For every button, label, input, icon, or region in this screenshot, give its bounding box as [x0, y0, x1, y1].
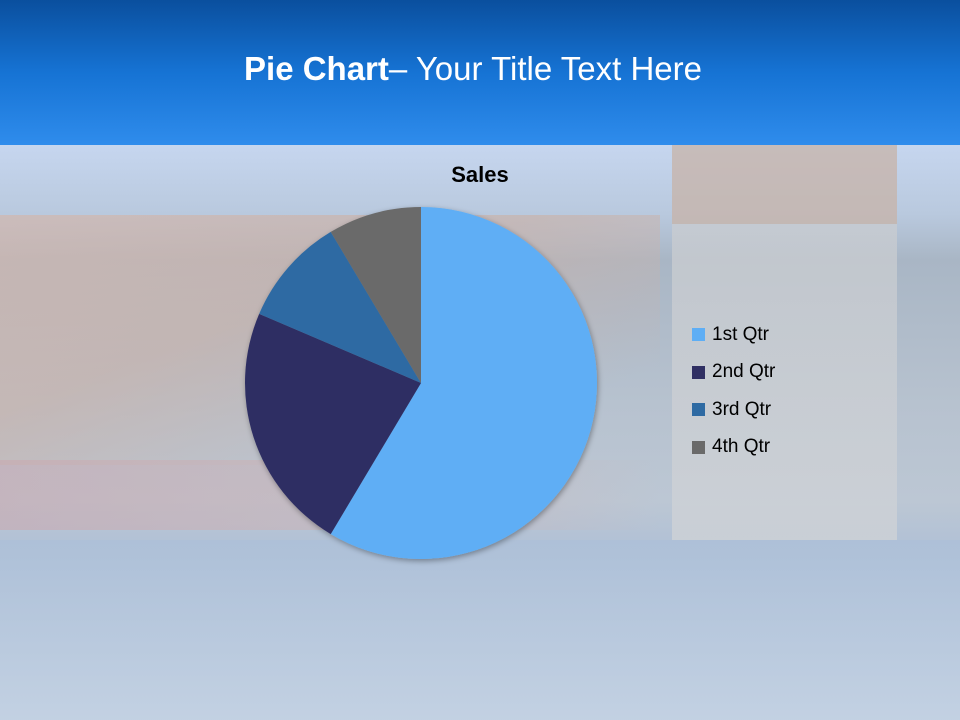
legend-item: 1st Qtr [692, 316, 775, 354]
legend-label: 2nd Qtr [712, 361, 776, 383]
title-bar [0, 0, 960, 145]
legend-item: 3rd Qtr [692, 391, 775, 429]
pie-slice-2 [245, 313, 421, 535]
pie-slice-1 [330, 207, 597, 559]
legend-item: 2nd Qtr [692, 354, 775, 392]
legend-label: 1st Qtr [712, 323, 770, 345]
slide-title: Pie Chart– Your Title Text Here [0, 50, 946, 88]
pie-slice-3 [259, 231, 421, 383]
slide-title-bold: Pie Chart [244, 50, 389, 87]
chart-title: Sales [451, 162, 509, 187]
legend-swatch [692, 328, 705, 342]
legend-label: 4th Qtr [712, 436, 771, 458]
legend-item: 4th Qtr [692, 429, 775, 467]
chart-legend: 1st Qtr 2nd Qtr 3rd Qtr 4th Qtr [692, 316, 775, 466]
legend-swatch [692, 440, 705, 454]
background-water [0, 540, 960, 720]
pie-slice-4 [330, 207, 421, 383]
slide-title-rest: – Your Title Text Here [388, 50, 702, 87]
background-tower [672, 145, 897, 540]
legend-swatch [692, 365, 705, 379]
legend-label: 3rd Qtr [712, 398, 772, 420]
legend-swatch [692, 403, 705, 417]
